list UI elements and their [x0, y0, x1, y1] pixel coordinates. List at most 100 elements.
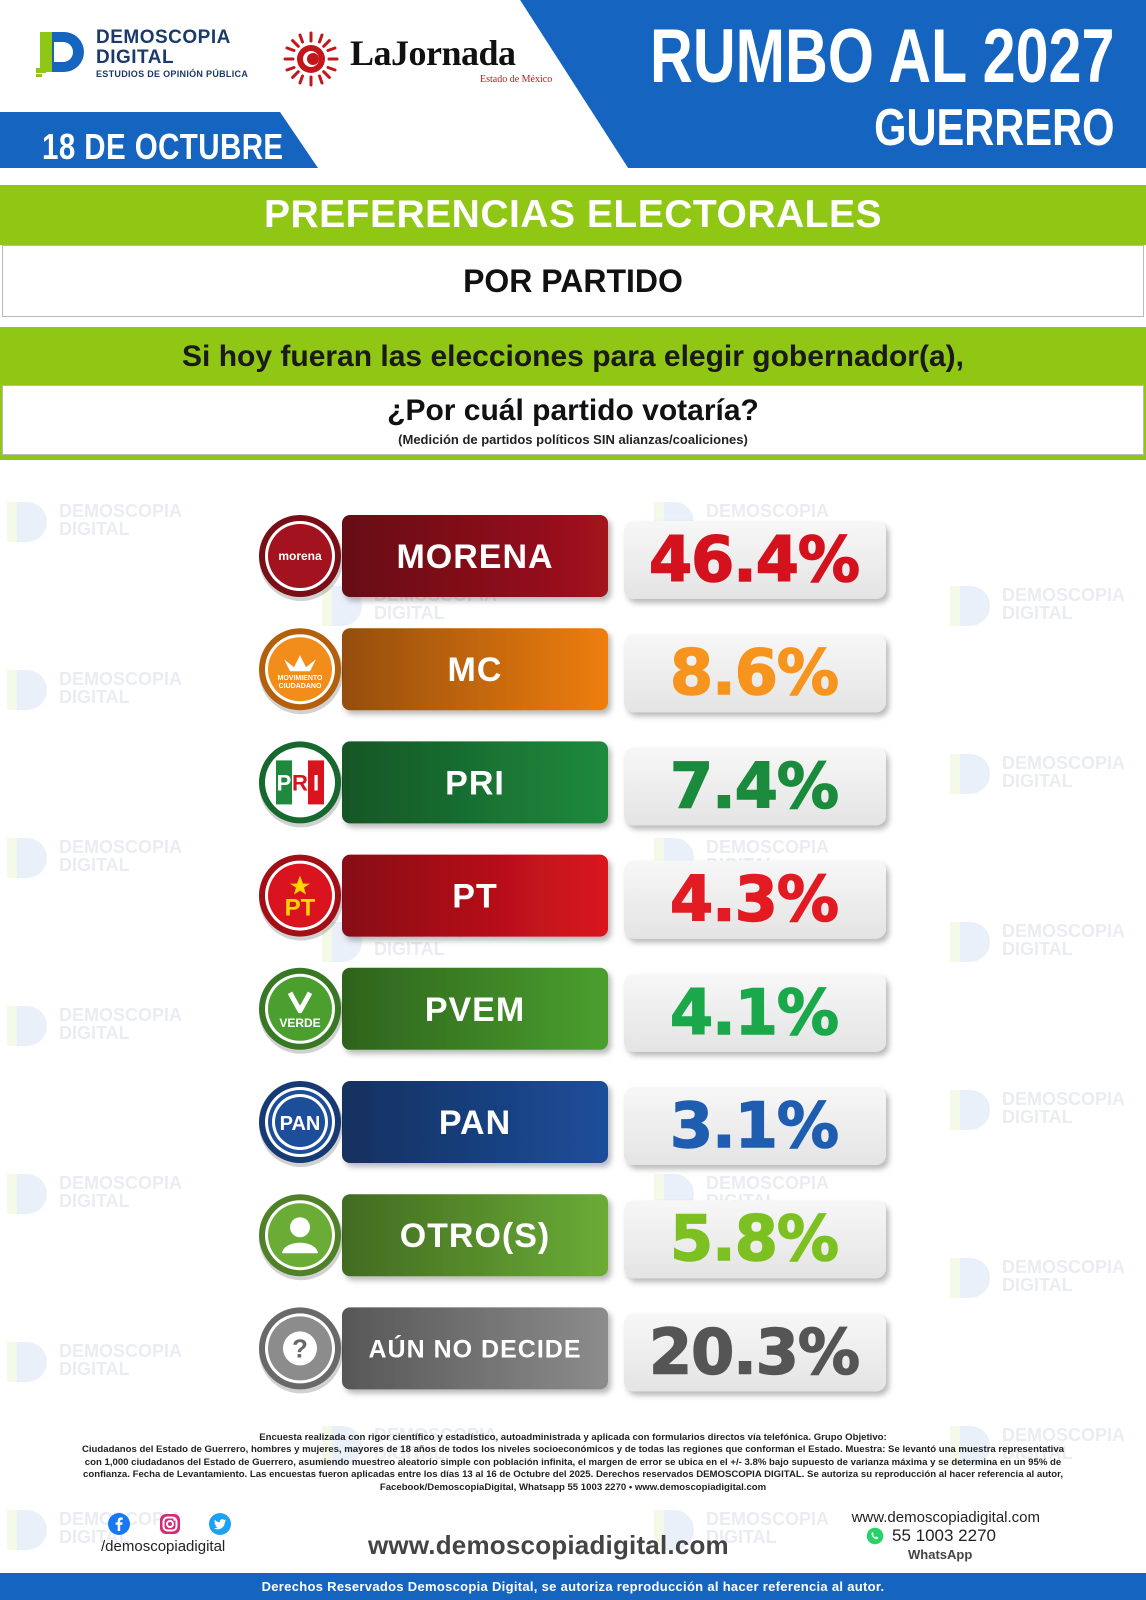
pan-inner-disc: [275, 1097, 325, 1147]
chart-row: PAN 3.1% PAN: [259, 1081, 886, 1167]
value-label: 8.6%: [670, 636, 838, 709]
value-label: 4.1%: [670, 976, 838, 1049]
party-bar: [342, 854, 608, 937]
social-handle[interactable]: /demoscopiadigital: [101, 1538, 226, 1555]
category-label: PRI: [445, 764, 505, 802]
rights-bar: [0, 1573, 1146, 1600]
methodology-line: Encuesta realizada con rigor científico …: [259, 1432, 887, 1443]
eagle-icon: [284, 655, 316, 672]
value-label: 20.3%: [649, 1315, 859, 1388]
demoscopia-logo: DEMOSCOPIA DIGITAL ESTUDIOS DE OPINIÓN P…: [28, 22, 268, 82]
heading: PREFERENCIAS ELECTORALES: [263, 193, 883, 236]
facebook-icon[interactable]: [107, 1512, 131, 1536]
party-bar: [342, 1081, 608, 1163]
partner-subtitle: Estado de México: [480, 74, 553, 85]
whatsapp-number[interactable]: 55 1003 2270: [892, 1526, 996, 1545]
pri-logo-letter: P: [277, 770, 292, 795]
whatsapp-label: WhatsApp: [908, 1547, 973, 1562]
category-label: PT: [452, 878, 497, 916]
header: DEMOSCOPIA DIGITAL ESTUDIOS DE OPINIÓN P…: [0, 0, 1146, 172]
value-box: [624, 521, 886, 599]
party-bar: [342, 967, 608, 1050]
party-preference-chart: MORENA 46.4% morena MC 8.6% MOVIMIENTOCIUDADA…: [259, 515, 886, 1394]
category-label: PVEM: [425, 991, 525, 1029]
instagram-icon[interactable]: [158, 1512, 182, 1536]
value-box: [624, 860, 886, 939]
jornada-sun-icon: [283, 31, 339, 87]
person-icon: [290, 1217, 310, 1238]
morena-logo-text: morena: [278, 549, 322, 563]
pri-green-stripe: [276, 760, 292, 805]
header-background: [0, 0, 1146, 168]
subheading: POR PARTIDO: [463, 263, 683, 299]
page-subtitle: GUERRERO: [873, 99, 1114, 157]
chart-row: PT 4.3% PT: [259, 854, 886, 941]
methodology-line: con 1,000 ciudadanos del Estado de Guerr…: [84, 1456, 1062, 1468]
rights-text: Derechos Reservados Demoscopia Digital, …: [261, 1579, 885, 1594]
brand-tagline: ESTUDIOS DE OPINIÓN PÚBLICA: [96, 69, 249, 79]
check-icon: [287, 991, 313, 1014]
survey-date: 18 DE OCTUBRE: [42, 126, 284, 167]
value-label: 4.3%: [670, 863, 838, 936]
pri-logo-letter: R: [292, 770, 308, 795]
pt-logo-text: PT: [285, 895, 316, 922]
value-label: 3.1%: [670, 1089, 838, 1162]
brand-line2: DIGITAL: [96, 47, 175, 68]
party-bar: [342, 628, 608, 711]
verde-logo-text: VERDE: [279, 1016, 320, 1030]
methodology-note: Encuesta realizada con rigor científico …: [30, 1432, 1116, 1494]
question-line1: Si hoy fueran las elecciones para elegir…: [182, 340, 964, 373]
party-bar: [342, 1194, 608, 1277]
question-icon: [283, 1331, 317, 1366]
partner-name: LaJornada: [350, 33, 516, 73]
value-box: [624, 1313, 886, 1392]
question-note: (Medición de partidos políticos SIN alia…: [398, 432, 748, 447]
category-label: AÚN NO DECIDE: [368, 1333, 581, 1363]
value-label: 46.4%: [649, 523, 859, 596]
chart-row: MORENA 46.4% morena: [259, 515, 886, 601]
website-link-small[interactable]: www.demoscopiadigital.com: [851, 1509, 1040, 1526]
party-bar: [342, 515, 608, 597]
category-label: MORENA: [396, 538, 553, 576]
person-body-icon: [282, 1242, 318, 1254]
la-jornada-logo: LaJornada Estado de México: [280, 28, 560, 88]
pri-logo-letter: I: [313, 770, 319, 795]
pan-logo-text: PAN: [280, 1113, 321, 1135]
value-label: 7.4%: [670, 749, 838, 822]
chart-row: AÚN NO DECIDE 20.3%?: [259, 1307, 886, 1394]
party-logo: [268, 524, 332, 588]
value-box: [624, 634, 886, 713]
value-box: [624, 973, 886, 1052]
methodology-line: Facebook/DemoscopiaDigital, Whatsapp 55 …: [379, 1481, 767, 1493]
chart-row: PVEM 4.1% VERDE: [259, 967, 886, 1054]
demoscopia-d-icon: [36, 32, 84, 77]
value-label: 5.8%: [670, 1202, 838, 1275]
whatsapp-icon: [866, 1527, 884, 1545]
website-link[interactable]: www.demoscopiadigital.com: [368, 1530, 729, 1560]
category-label: MC: [448, 651, 503, 689]
value-box: [624, 747, 886, 826]
chart-row: PRI 7.4% P R I: [259, 741, 886, 828]
value-box: [624, 1087, 886, 1165]
party-bar: [342, 741, 608, 824]
category-label: OTRO(S): [400, 1217, 551, 1255]
page-title: RUMBO AL 2027: [649, 14, 1114, 99]
brand-line1: DEMOSCOPIA: [96, 27, 231, 48]
heading-band: [0, 185, 1146, 245]
question-mark: ?: [292, 1333, 308, 1363]
subheading-box: [2, 245, 1144, 317]
twitter-icon[interactable]: [208, 1512, 232, 1536]
category-label: PAN: [439, 1104, 511, 1142]
methodology-line: confianza. Fecha de Levantamiento. Las e…: [83, 1469, 1063, 1481]
value-box: [624, 1200, 886, 1279]
mc-logo-text: MOVIMIENTO: [278, 675, 324, 682]
methodology-line: Ciudadanos del Estado de Guerrero, hombr…: [81, 1444, 1065, 1456]
question-box: [2, 385, 1144, 455]
question-line2: ¿Por cuál partido votaría?: [387, 394, 759, 427]
mc-logo-text: CIUDADANO: [279, 683, 322, 690]
party-logo: [268, 863, 332, 928]
party-bar: [342, 1307, 608, 1390]
chart-row: OTRO(S) 5.8%: [259, 1194, 886, 1281]
pri-red-stripe: [308, 760, 324, 805]
